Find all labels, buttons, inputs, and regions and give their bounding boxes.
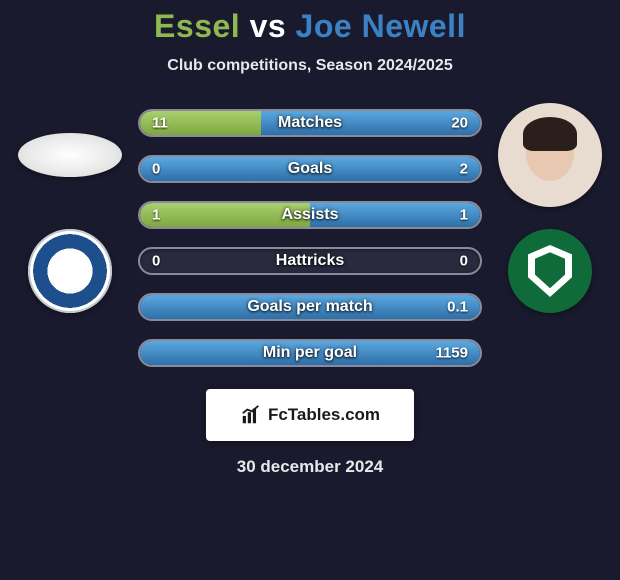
stat-bar: 11 Matches 20 [138,109,482,137]
stat-value-p1: 11 [152,115,168,132]
stat-value-p2: 1 [460,207,468,224]
stat-bar: Min per goal 1159 [138,339,482,367]
stat-value-p2: 1159 [435,345,468,362]
stat-label: Goals [288,160,332,178]
player1-avatar [18,133,122,177]
player2-club-crest [508,229,592,313]
player1-name: Essel [154,8,240,44]
stat-bars: 11 Matches 20 0 Goals 2 1 Assists 1 0 Hattricks 0 Go… [138,103,482,367]
subtitle: Club competitions, Season 2024/2025 [0,57,620,75]
stat-value-p2: 0 [460,253,468,270]
stat-value-p2: 0.1 [447,299,468,316]
comparison-title: Essel vs Joe Newell [0,8,620,45]
stat-value-p1: 0 [152,161,160,178]
stat-bar: 0 Hattricks 0 [138,247,482,275]
stat-bar: 1 Assists 1 [138,201,482,229]
stat-label: Assists [282,206,339,224]
stat-value-p1: 1 [152,207,160,224]
comparison-card: Essel vs Joe Newell Club competitions, S… [0,0,620,477]
stat-label: Goals per match [247,298,372,316]
stat-value-p2: 20 [451,115,468,132]
player2-name: Joe Newell [296,8,466,44]
stat-label: Min per goal [263,344,357,362]
stat-label: Hattricks [276,252,344,270]
player1-club-crest [28,229,112,313]
stat-bar: 0 Goals 2 [138,155,482,183]
stat-value-p1: 0 [152,253,160,270]
stat-label: Matches [278,114,342,132]
stat-bar: Goals per match 0.1 [138,293,482,321]
chart-icon [240,404,262,426]
source-badge: FcTables.com [206,389,414,441]
stat-value-p2: 2 [460,161,468,178]
main-row: 11 Matches 20 0 Goals 2 1 Assists 1 0 Hattricks 0 Go… [0,103,620,367]
source-badge-text: FcTables.com [268,405,380,425]
player2-column [494,103,606,313]
vs-separator: vs [250,8,287,44]
player1-column [14,103,126,313]
player2-avatar [498,103,602,207]
snapshot-date: 30 december 2024 [0,457,620,477]
